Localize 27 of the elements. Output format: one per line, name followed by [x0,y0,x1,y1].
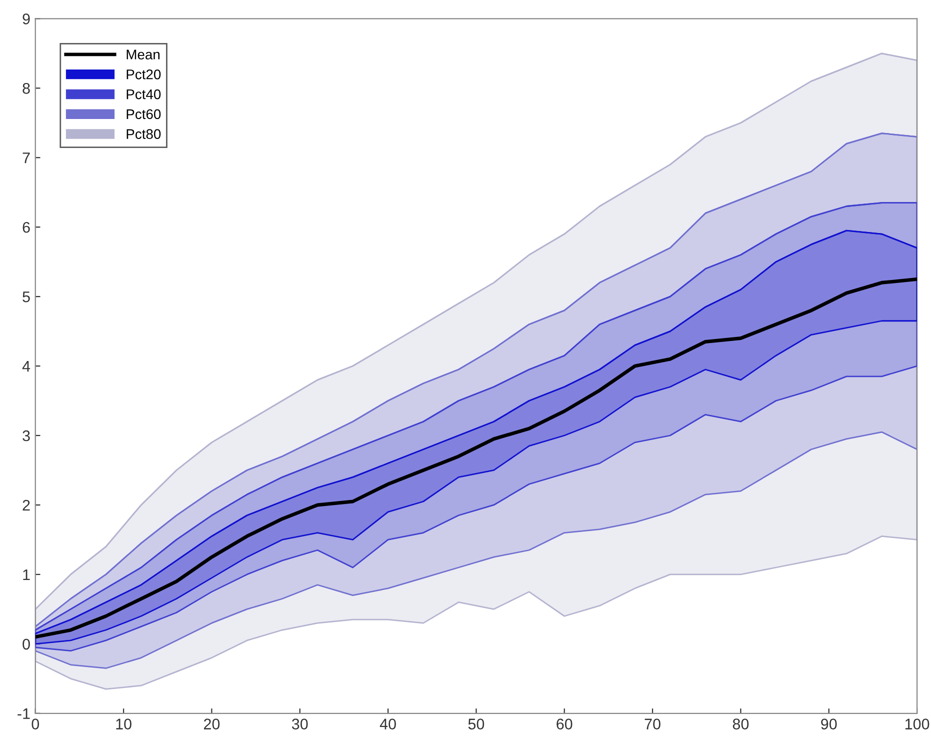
legend-label: Pct80 [126,129,161,139]
x-tick-label: 70 [644,718,660,730]
y-tick-label: 9 [22,14,30,24]
x-tick-label: 10 [116,718,132,730]
y-tick-label: 5 [22,292,30,302]
x-tick-label: 40 [380,718,396,730]
y-tick-label: 8 [22,83,30,94]
x-tick-label: 90 [821,718,837,730]
legend-label: Pct20 [126,69,161,80]
x-tick-label: 100 [905,718,930,730]
x-tick-label: 20 [204,718,220,730]
y-tick-label: 0 [22,638,30,650]
y-tick-label: 2 [22,500,30,511]
y-tick-label: 4 [22,361,30,372]
y-tick-label: 7 [22,152,30,164]
y-tick-label: 6 [22,222,30,233]
x-tick-label: 60 [556,718,572,730]
x-tick-label: 30 [292,718,308,730]
x-tick-label: 50 [468,718,484,730]
y-tick-label: 3 [22,430,30,442]
legend-label: Pct40 [126,89,161,100]
legend-label: Pct60 [126,109,161,120]
y-tick-label: 1 [23,569,30,580]
x-tick-label: 80 [732,718,749,730]
x-tick-label: 0 [32,718,40,730]
y-tick-label: -1 [18,708,30,719]
legend-label: Mean [126,50,160,60]
